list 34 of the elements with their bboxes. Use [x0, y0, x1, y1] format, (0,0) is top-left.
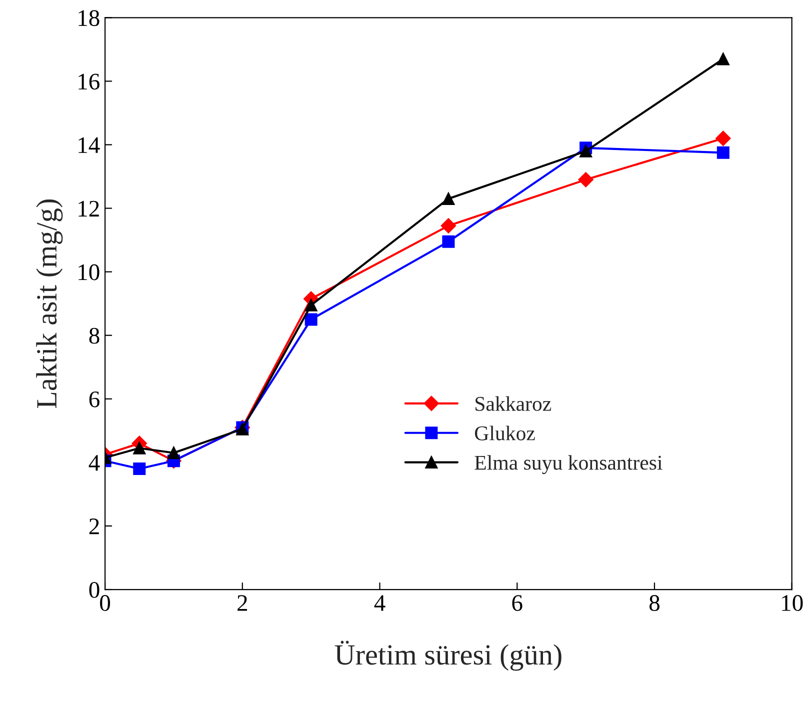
- x-tick-label: 6: [512, 595, 522, 611]
- point: [716, 52, 730, 66]
- x-tick-label: 8: [649, 595, 660, 611]
- x-axis-title: Üretim süresi (gün): [334, 640, 562, 671]
- x-tick-label: 2: [238, 595, 247, 611]
- point: [442, 235, 455, 248]
- y-tick-label: 4: [88, 455, 100, 471]
- x-tick-label: 0: [100, 595, 110, 611]
- point: [716, 130, 731, 146]
- y-tick-label: 8: [89, 328, 100, 344]
- legend-label: Sakkaroz: [476, 396, 552, 411]
- y-tick-label: 16: [78, 74, 100, 90]
- y-tick-label: 12: [78, 200, 99, 216]
- point: [716, 146, 730, 159]
- point: [578, 172, 594, 188]
- y-tick-label: 14: [78, 137, 100, 153]
- point: [580, 144, 592, 158]
- x-tick-label: 10: [782, 595, 803, 611]
- y-tick-label: 2: [89, 518, 99, 534]
- point: [133, 462, 146, 476]
- y-tick-label: 10: [78, 264, 100, 280]
- point: [440, 218, 456, 234]
- legend-label: Glukoz: [474, 426, 535, 440]
- point: [442, 192, 455, 205]
- point: [304, 298, 318, 312]
- y-tick-label: 0: [89, 582, 100, 598]
- y-axis-title: Laktik asit (mg/g): [36, 200, 63, 408]
- point: [167, 446, 180, 460]
- y-tick-label: 6: [89, 391, 100, 408]
- point: [133, 442, 146, 454]
- point: [304, 313, 318, 326]
- y-tick-label: 18: [78, 10, 100, 26]
- legend-label: Elma suyu konsantresi: [474, 455, 662, 474]
- x-tick-label: 4: [374, 595, 386, 611]
